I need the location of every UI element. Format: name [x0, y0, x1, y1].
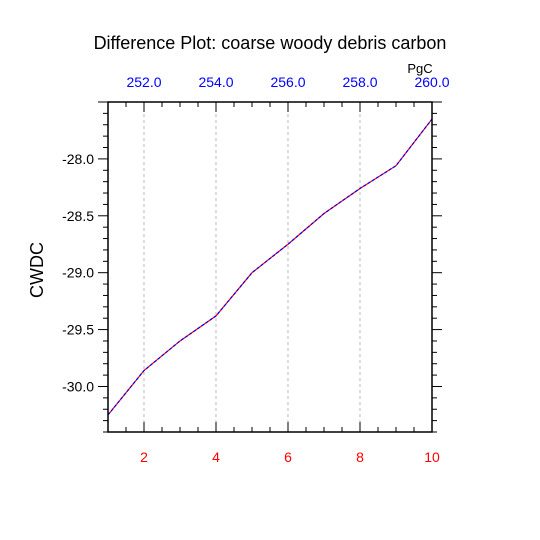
bottom-tick-label: 2	[140, 449, 148, 465]
left-tick-label: -30.0	[62, 378, 94, 394]
top-tick-label: 254.0	[198, 74, 233, 90]
top-tick-label: 260.0	[414, 74, 449, 90]
tick-labels: 2 4 6 8 10 252.0 254.0 256.0 258.0 260.0 -30.0 -29.…	[62, 74, 450, 465]
plot-frame	[107, 101, 433, 433]
top-tick-label: 256.0	[270, 74, 305, 90]
top-tick-label: 258.0	[342, 74, 377, 90]
axis-ticks	[98, 101, 442, 433]
grid-lines	[143, 102, 433, 432]
series-line	[107, 118, 433, 416]
y-axis-label: CWDC	[27, 242, 47, 298]
bottom-tick-label: 8	[356, 449, 364, 465]
left-tick-label: -28.5	[62, 208, 94, 224]
bottom-tick-label: 4	[212, 449, 220, 465]
left-tick-label: -29.5	[62, 322, 94, 338]
bottom-tick-label: 10	[424, 449, 440, 465]
series-line-overlay	[107, 118, 433, 416]
chart-title: Difference Plot: coarse woody debris car…	[94, 33, 447, 53]
left-tick-label: -28.0	[62, 151, 94, 167]
top-tick-label: 252.0	[126, 74, 161, 90]
data-series	[107, 118, 433, 416]
top-axis-unit: PgC	[407, 61, 432, 76]
bottom-tick-label: 6	[284, 449, 292, 465]
left-tick-label: -29.0	[62, 265, 94, 281]
